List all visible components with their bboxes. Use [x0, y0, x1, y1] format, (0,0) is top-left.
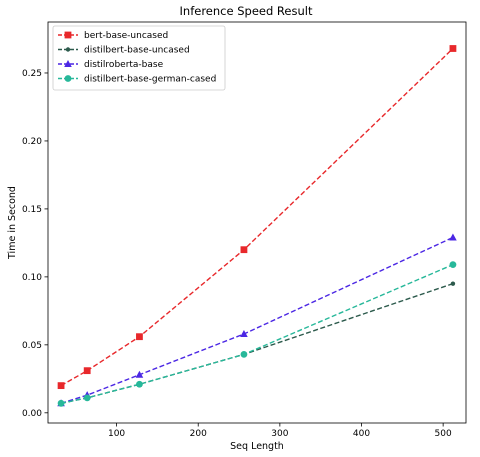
- data-point: [449, 45, 457, 52]
- data-point: [83, 394, 91, 402]
- chart-title: Inference Speed Result: [180, 4, 313, 18]
- x-tick-label: 400: [353, 429, 370, 439]
- series-bert-base-uncased: [57, 45, 457, 390]
- legend-swatch-marker: [64, 75, 72, 82]
- legend-label: bert-base-uncased: [84, 31, 168, 41]
- x-tick-label: 300: [271, 429, 288, 439]
- series-line: [60, 283, 454, 404]
- axes: 100 200 300 400 500 0.00 0.05 0.10 0.15 0.20 0.25: [22, 69, 452, 439]
- legend-item: distilroberta-base: [58, 60, 164, 70]
- legend-swatch-marker: [65, 47, 71, 52]
- legend-item: distilbert-base-german-cased: [58, 75, 216, 85]
- data-point: [240, 350, 248, 358]
- data-point: [450, 281, 456, 286]
- x-tick-label: 200: [190, 429, 207, 439]
- legend-label: distilroberta-base: [84, 60, 164, 70]
- series-distilbert-base-uncased: [58, 281, 456, 406]
- data-point: [136, 333, 143, 341]
- data-point: [449, 261, 457, 269]
- x-axis-title: Seq Length: [230, 441, 284, 452]
- data-point: [449, 233, 457, 241]
- legend-box: [52, 25, 226, 91]
- data-point: [240, 329, 248, 337]
- y-tick-label: 0.10: [22, 273, 42, 283]
- series-distilbert-base-german-cased: [57, 261, 457, 407]
- data-point: [136, 380, 143, 388]
- x-tick-label: 100: [108, 429, 125, 439]
- y-tick-label: 0.05: [22, 341, 42, 351]
- data-point: [83, 367, 91, 375]
- data-point: [57, 399, 65, 407]
- series-line: [60, 236, 454, 404]
- series-line: [60, 263, 454, 404]
- legend-item: distilbert-base-uncased: [58, 46, 190, 56]
- plot-area: [57, 45, 457, 407]
- legend-label: distilbert-base-german-cased: [84, 75, 216, 85]
- data-point: [240, 246, 248, 254]
- series-distilroberta-base: [57, 233, 457, 407]
- series-line: [60, 48, 454, 387]
- data-point: [135, 370, 144, 378]
- y-tick-label: 0.00: [22, 409, 42, 419]
- data-point: [57, 382, 65, 390]
- x-tick-label: 500: [435, 429, 452, 439]
- legend-swatch-marker: [64, 60, 72, 67]
- legend: bert-base-uncased distilbert-base-uncased…: [52, 25, 226, 91]
- legend-swatch-marker: [64, 31, 72, 39]
- y-tick-label: 0.20: [22, 137, 42, 147]
- plot-frame: [47, 21, 467, 424]
- y-tick-label: 0.25: [22, 69, 42, 79]
- y-tick-label: 0.15: [22, 205, 42, 215]
- legend-item: bert-base-uncased: [58, 31, 168, 41]
- legend-label: distilbert-base-uncased: [84, 46, 190, 56]
- y-axis-title: Time in Second: [7, 186, 18, 260]
